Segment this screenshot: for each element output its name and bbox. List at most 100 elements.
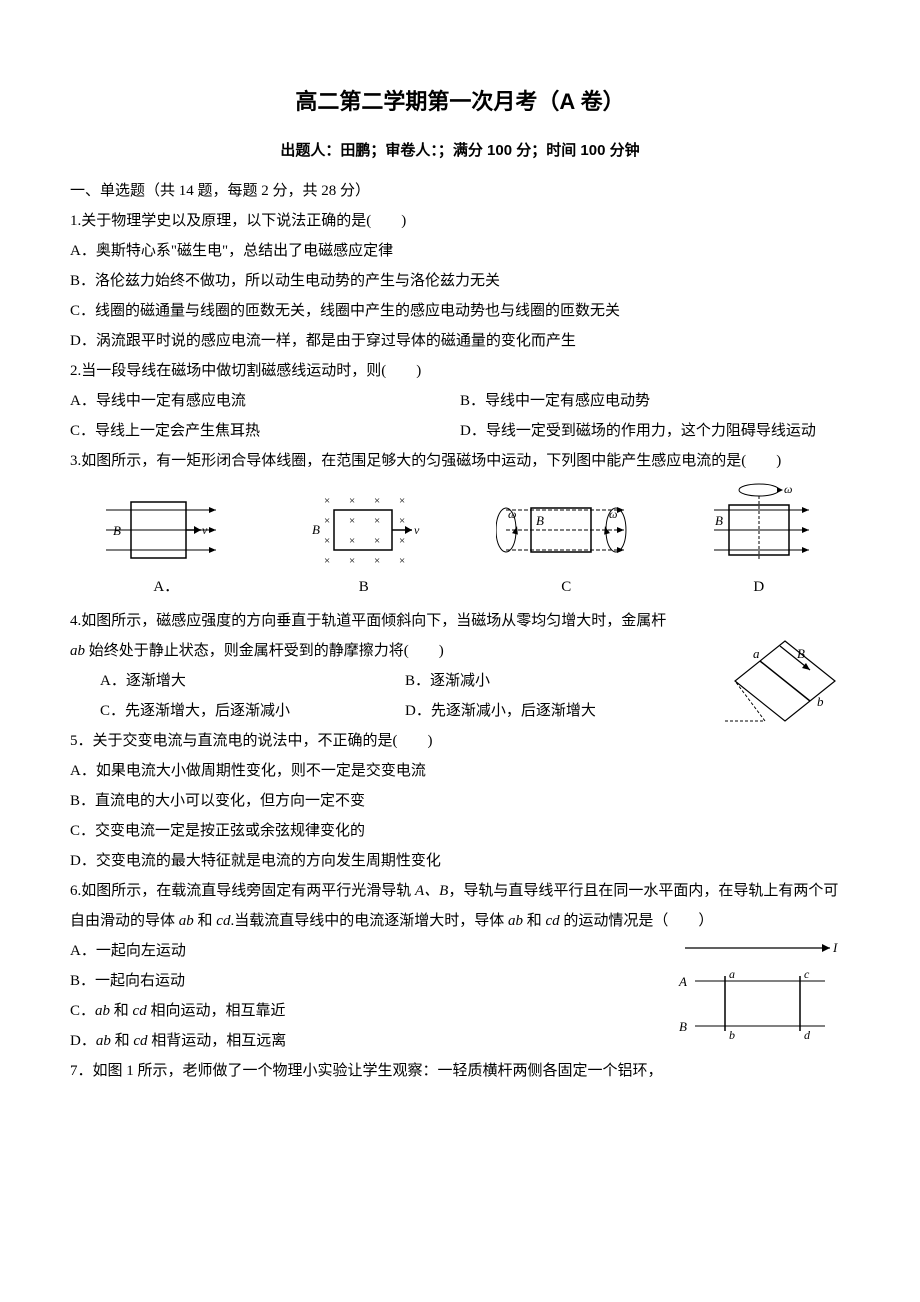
q6-c-pre: C． (70, 1003, 95, 1019)
q2-opt-d: D．导线一定受到磁场的作用力，这个力阻碍导线运动 (460, 416, 850, 446)
q6-cd1: cd (216, 913, 230, 929)
q1-opt-d: D．涡流跟平时说的感应电流一样，都是由于穿过导体的磁通量的变化而产生 (70, 326, 850, 356)
q6-d-mid: 和 (111, 1033, 134, 1049)
svg-text:×: × (324, 515, 330, 527)
q4-stem-line1: 4.如图所示，磁感应强度的方向垂直于轨道平面倾斜向下，当磁场从零均匀增大时，金属… (70, 606, 850, 636)
svg-text:×: × (399, 535, 405, 547)
page-subtitle: 出题人：田鹏；审卷人：；满分 100 分；时间 100 分钟 (70, 136, 850, 166)
q3-fig-a: B v A． (101, 490, 231, 602)
svg-text:×: × (324, 495, 330, 507)
q3-label-d: D (699, 572, 819, 602)
q6-c-post: 相向运动，相互靠近 (147, 1003, 286, 1019)
svg-text:b: b (729, 1028, 735, 1042)
svg-text:I: I (832, 940, 838, 955)
svg-text:×: × (374, 495, 380, 507)
q3-fig-b: × × × × × × × × × × × × × × × × B v B (294, 490, 434, 602)
svg-text:×: × (374, 535, 380, 547)
q3-figures: B v A． × × × × × × × × × × × × × × × × B v B (70, 480, 850, 602)
q3-label-c: C (496, 572, 636, 602)
q4-stem-post: 始终处于静止状态，则金属杆受到的静摩擦力将( ) (85, 643, 444, 659)
section-1-heading: 一、单选题（共 14 题，每题 2 分，共 28 分） (70, 176, 850, 206)
q4-fig-b-label: b (817, 694, 824, 709)
q1-opt-c: C．线圈的磁通量与线圈的匝数无关，线圈中产生的感应电动势也与线圈的匝数无关 (70, 296, 850, 326)
q4-opt-b: B．逐渐减小 (405, 666, 710, 696)
q6-opt-b: B．一起向右运动 (70, 966, 650, 996)
q7-stem: 7．如图 1 所示，老师做了一个物理小实验让学生观察：一轻质横杆两侧各固定一个铝… (70, 1056, 850, 1086)
svg-text:ω: ω (784, 482, 792, 496)
svg-text:B: B (536, 513, 544, 528)
q3-label-b: B (294, 572, 434, 602)
q6-AB: A、B (415, 883, 448, 899)
q4-ab: ab (70, 643, 85, 659)
q4-figure: a b B (710, 636, 850, 726)
q6-stem: 6.如图所示，在载流直导线旁固定有两平行光滑导轨 A、B，导轨与直导线平行且在同… (70, 876, 850, 936)
svg-text:×: × (349, 555, 355, 567)
q6-opt-d: D．ab 和 cd 相背运动，相互远离 (70, 1026, 650, 1056)
q3-fig-d: ω B D (699, 480, 819, 602)
q4-stem-line2: ab 始终处于静止状态，则金属杆受到的静摩擦力将( ) (70, 636, 710, 666)
q6-cd2: cd (545, 913, 559, 929)
q6-opt-a: A．一起向左运动 (70, 936, 650, 966)
svg-text:×: × (399, 555, 405, 567)
q6-s5: 和 (523, 913, 546, 929)
q1-opt-b: B．洛伦兹力始终不做功，所以动生电动势的产生与洛伦兹力无关 (70, 266, 850, 296)
q6-d-ab: ab (96, 1033, 111, 1049)
svg-text:×: × (349, 495, 355, 507)
q4-opt-c: C．先逐渐增大，后逐渐减小 (70, 696, 405, 726)
q5-stem: 5．关于交变电流与直流电的说法中，不正确的是( ) (70, 726, 850, 756)
q5-opt-b: B．直流电的大小可以变化，但方向一定不变 (70, 786, 850, 816)
svg-text:×: × (349, 515, 355, 527)
q5-opt-a: A．如果电流大小做周期性变化，则不一定是交变电流 (70, 756, 850, 786)
svg-text:a: a (729, 967, 735, 981)
svg-text:ω: ω (508, 507, 516, 521)
svg-text:d: d (804, 1028, 811, 1042)
svg-text:B: B (679, 1019, 687, 1034)
q3-label-a: A． (101, 572, 231, 602)
q4-opt-a: A．逐渐增大 (70, 666, 405, 696)
q6-ab1: ab (179, 913, 194, 929)
q4-fig-a-label: a (753, 646, 760, 661)
page-title: 高二第二学期第一次月考（A 卷） (70, 80, 850, 124)
q6-s1: 6.如图所示，在载流直导线旁固定有两平行光滑导轨 (70, 883, 415, 899)
q5-opt-d: D．交变电流的最大特征就是电流的方向发生周期性变化 (70, 846, 850, 876)
svg-text:×: × (399, 495, 405, 507)
q2-stem: 2.当一段导线在磁场中做切割磁感线运动时，则( ) (70, 356, 850, 386)
q4-opt-d: D．先逐渐减小，后逐渐增大 (405, 696, 710, 726)
q6-c-ab: ab (95, 1003, 110, 1019)
q5-opt-c: C．交变电流一定是按正弦或余弦规律变化的 (70, 816, 850, 846)
q4-fig-B-label: B (797, 646, 805, 661)
q3-stem: 3.如图所示，有一矩形闭合导体线圈，在范围足够大的匀强磁场中运动，下列图中能产生… (70, 446, 850, 476)
svg-text:v: v (414, 523, 420, 537)
svg-text:×: × (399, 515, 405, 527)
q6-s6: 的运动情况是（ ） (560, 913, 714, 929)
svg-text:×: × (374, 515, 380, 527)
svg-text:×: × (349, 535, 355, 547)
svg-text:v: v (202, 523, 208, 537)
q6-s3: 和 (194, 913, 217, 929)
q6-figure: I A B a b c d (650, 936, 850, 1046)
q2-opt-c: C．导线上一定会产生焦耳热 (70, 416, 460, 446)
q6-d-pre: D． (70, 1033, 96, 1049)
svg-text:A: A (678, 974, 687, 989)
q1-stem: 1.关于物理学史以及原理，以下说法正确的是( ) (70, 206, 850, 236)
q2-opt-b: B．导线中一定有感应电动势 (460, 386, 850, 416)
q6-c-cd: cd (133, 1003, 147, 1019)
q6-ab2: ab (508, 913, 523, 929)
q6-d-post: 相背运动，相互远离 (148, 1033, 287, 1049)
svg-text:×: × (374, 555, 380, 567)
svg-text:ω: ω (609, 507, 617, 521)
svg-text:×: × (324, 555, 330, 567)
q6-opt-c: C．ab 和 cd 相向运动，相互靠近 (70, 996, 650, 1026)
svg-text:B: B (715, 513, 723, 528)
q6-d-cd: cd (133, 1033, 147, 1049)
svg-text:B: B (113, 523, 121, 538)
svg-text:B: B (312, 522, 320, 537)
svg-text:×: × (324, 535, 330, 547)
q3-fig-c: ω ω B C (496, 490, 636, 602)
svg-text:c: c (804, 967, 810, 981)
q1-opt-a: A．奥斯特心系"磁生电"，总结出了电磁感应定律 (70, 236, 850, 266)
q6-s4: .当载流直导线中的电流逐渐增大时，导体 (230, 913, 508, 929)
q6-c-mid: 和 (110, 1003, 133, 1019)
q2-opt-a: A．导线中一定有感应电流 (70, 386, 460, 416)
q4-stem-pre: 4.如图所示，磁感应强度的方向垂直于轨道平面倾斜向下，当磁场从零均匀增大时，金属… (70, 613, 666, 629)
